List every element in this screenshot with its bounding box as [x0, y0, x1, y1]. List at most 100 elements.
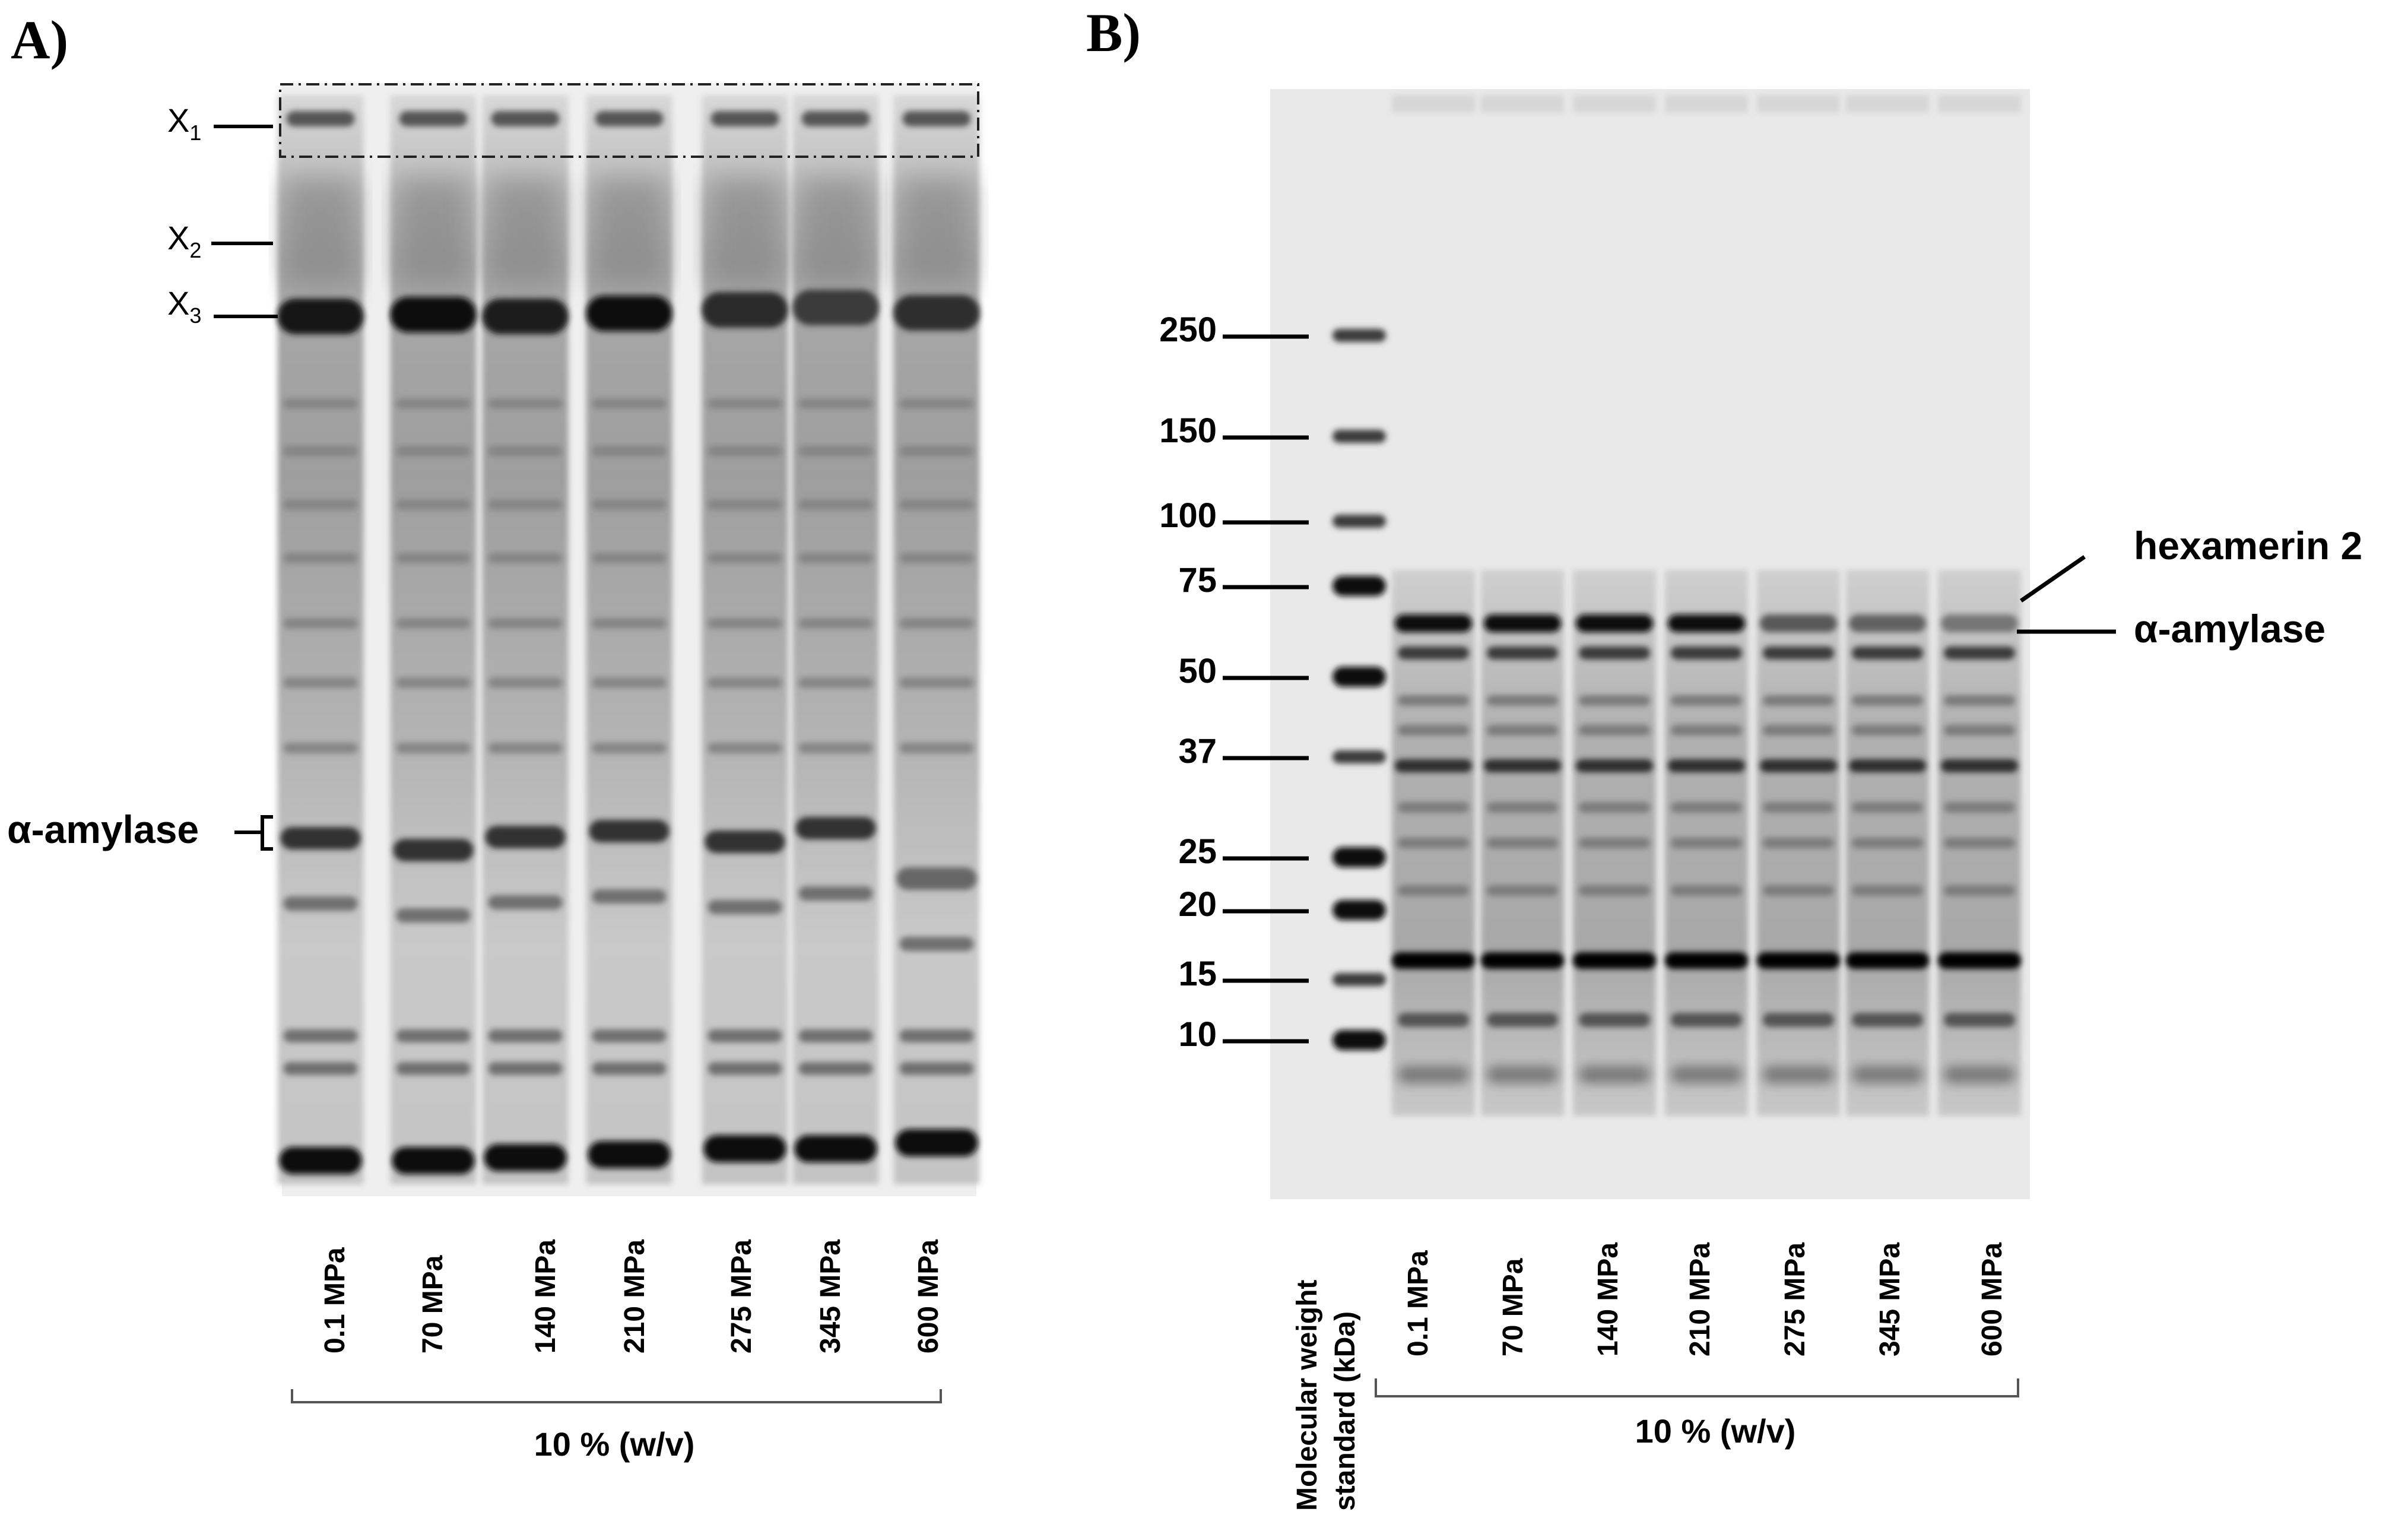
lane-label-a: 140 MPa — [530, 1240, 561, 1354]
gel-b-band — [1671, 885, 1742, 896]
gel-b-band — [1481, 952, 1564, 969]
gel-a-band — [899, 937, 974, 951]
gel-b-band — [1763, 695, 1834, 706]
gel-b-band — [1487, 1013, 1558, 1027]
hexamerin-annotation: hexamerin 2 — [2020, 524, 2362, 603]
lane-label-a: 600 MPa — [913, 1240, 944, 1354]
gel-a-band — [708, 900, 782, 914]
gel-b-band — [1763, 725, 1834, 736]
gel-b-band — [1487, 802, 1558, 813]
mw-marker-label: 75 — [1178, 561, 1217, 600]
gel-b-band — [1763, 802, 1834, 813]
gel-a-band — [586, 296, 672, 331]
gel-a-band — [277, 299, 364, 334]
gel-b-band — [1941, 759, 2018, 772]
ladder-label: Molecular weight standard (kDa) — [1292, 1280, 1361, 1511]
gel-b — [1270, 89, 2030, 1199]
gel-a-lanes — [277, 95, 980, 1184]
gel-b-band — [1398, 646, 1469, 660]
gel-a-band — [396, 398, 471, 409]
mw-marker: 15 — [1178, 955, 1309, 993]
gel-a-band — [485, 826, 566, 848]
mw-ladder-band — [1333, 430, 1386, 443]
panel-a-title: A) — [11, 9, 68, 70]
gel-a-band — [895, 1129, 978, 1156]
gel-b-band — [1760, 759, 1837, 772]
mw-ladder-band — [1333, 1030, 1386, 1050]
gel-a-band — [708, 743, 782, 753]
lane-label-a: 70 MPa — [417, 1255, 449, 1354]
gel-a-band — [592, 1062, 667, 1075]
gel-b-lane — [1573, 95, 1656, 1116]
lane-label-a: 210 MPa — [619, 1240, 651, 1354]
condition-bracket-a-line — [291, 1389, 942, 1403]
gel-a-band — [710, 111, 779, 126]
lane-label-b: 70 MPa — [1498, 1258, 1529, 1356]
gel-b-band — [1395, 614, 1472, 632]
gel-a-band — [708, 618, 782, 629]
x-marker-2-label: X2 — [167, 219, 201, 262]
mw-marker: 250 — [1159, 310, 1309, 349]
gel-a-band — [396, 908, 471, 923]
gel-a-lane — [586, 95, 672, 1184]
gel-a-band — [488, 553, 563, 563]
gel-a-band — [488, 446, 563, 457]
gel-b-well — [1573, 95, 1656, 113]
gel-b-band — [1846, 952, 1929, 969]
gel-b-band — [1671, 725, 1742, 736]
mw-marker: 75 — [1178, 561, 1309, 600]
condition-bracket-b-line — [1375, 1378, 2019, 1397]
gel-b-band — [1763, 1013, 1834, 1027]
condition-label-b: 10 % (w/v) — [1635, 1412, 1796, 1450]
mw-marker: 10 — [1178, 1015, 1309, 1054]
gel-b-well — [1938, 95, 2021, 113]
gel-b-band — [1487, 725, 1558, 736]
mw-marker-label: 250 — [1159, 310, 1217, 349]
gel-a-band — [899, 677, 974, 688]
gel-a-band — [592, 743, 667, 753]
hexamerin-label: hexamerin 2 — [2134, 524, 2362, 568]
gel-a-band — [283, 677, 358, 688]
gel-a-band — [708, 398, 782, 409]
gel-a-band — [703, 1135, 786, 1162]
mw-marker-label: 20 — [1178, 885, 1217, 924]
gel-a-band — [899, 446, 974, 457]
gel-a-band — [798, 398, 873, 409]
gel-a-smear — [708, 178, 782, 285]
gel-b-lanes — [1333, 95, 2021, 1116]
gel-b-band — [1852, 885, 1923, 896]
gel-a-band — [488, 618, 563, 629]
gel-a-band — [396, 1062, 471, 1075]
gel-a-band — [592, 446, 667, 457]
mw-ladder-band — [1333, 847, 1386, 867]
gel-a-band — [899, 553, 974, 563]
gel-a-band — [396, 677, 471, 688]
gel-b-band — [1849, 759, 1926, 772]
x-marker-1: X1 — [167, 102, 273, 145]
gel-b-band — [1944, 838, 2015, 848]
gel-b-well — [1481, 95, 1564, 113]
gel-a-smear — [488, 178, 563, 285]
gel-b-well — [1665, 95, 1748, 113]
ladder-label-line-1: Molecular weight — [1292, 1280, 1323, 1511]
gel-a-band — [899, 398, 974, 409]
gel-b-lane — [1757, 95, 1840, 1116]
alpha-amylase-label-b: α-amylase — [2134, 607, 2325, 651]
mw-markers: 250 150 100 75 50 37 25 20 15 10 — [1159, 310, 1309, 1054]
gel-b-band — [1849, 614, 1926, 632]
gel-b-band — [1671, 695, 1742, 706]
gel-a-band — [280, 827, 361, 850]
gel-a-band — [283, 398, 358, 409]
gel-b-band — [1579, 838, 1650, 848]
gel-a-band — [396, 618, 471, 629]
gel-b-band — [1852, 1013, 1923, 1027]
mw-ladder-band — [1333, 900, 1386, 920]
condition-label-a: 10 % (w/v) — [534, 1425, 695, 1463]
gel-a-band — [592, 677, 667, 688]
gel-b-band — [1852, 802, 1923, 813]
mw-marker-label: 25 — [1178, 832, 1217, 871]
gel-b-band — [1487, 695, 1558, 706]
ladder-label-line-2: standard (kDa) — [1330, 1311, 1361, 1511]
gel-b-band — [1398, 1013, 1469, 1027]
gel-b-band — [1484, 759, 1561, 772]
